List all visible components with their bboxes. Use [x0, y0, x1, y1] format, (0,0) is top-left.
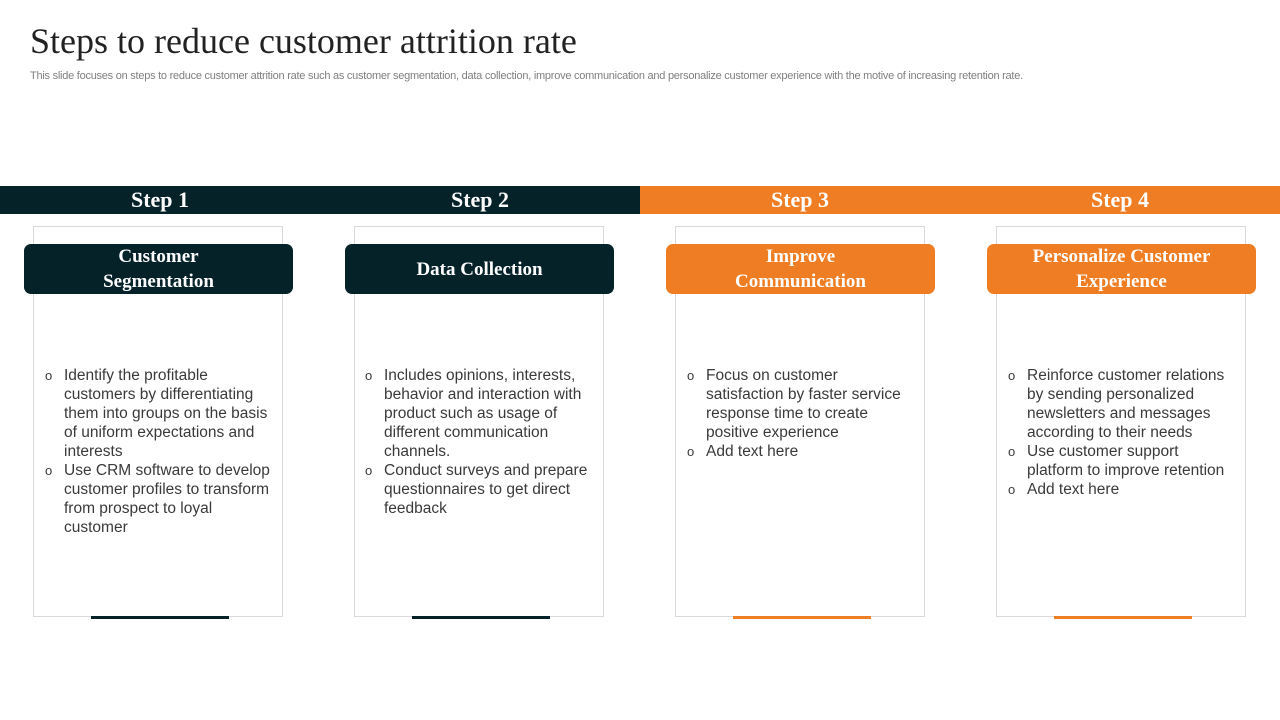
step-4-heading-box: Personalize Customer Experience: [987, 244, 1256, 294]
step-3-card-underline: [733, 616, 871, 619]
step-3-heading: Improve Communication: [735, 246, 866, 292]
step-1-heading-box: Customer Segmentation: [24, 244, 293, 294]
bullet-marker-icon: o: [365, 463, 373, 478]
bullet-marker-icon: o: [45, 463, 53, 478]
step-2-heading-box: Data Collection: [345, 244, 614, 294]
step-3-heading-box: Improve Communication: [666, 244, 935, 294]
bullet-marker-icon: o: [45, 368, 53, 383]
list-item: o Add text here: [1008, 481, 1120, 498]
step-2-label: Step 2: [450, 187, 510, 212]
bullet-marker-icon: o: [1008, 444, 1016, 459]
bullet-marker-icon: o: [687, 444, 695, 459]
list-item: o Use CRM software to develop customer pr…: [45, 462, 270, 536]
list-item: o Includes opinions, interests, behavior …: [365, 367, 582, 460]
step-2-bullet-list: o Includes opinions, interests, behavior …: [365, 366, 595, 518]
step-1-heading: Customer Segmentation: [103, 246, 214, 292]
page-title: Steps to reduce customer attrition rate: [30, 21, 577, 61]
step-1-card-underline: [91, 616, 229, 619]
step-1-bullet-list: o Identify the profitable customers by di…: [45, 366, 275, 537]
step-2-heading: Data Collection: [416, 258, 543, 280]
step-4-bullet-list: o Reinforce customer relations by sending…: [1008, 366, 1238, 499]
list-item: o Add text here: [687, 443, 799, 460]
step-3-label: Step 3: [770, 187, 830, 212]
step-4-label: Step 4: [1090, 187, 1150, 212]
list-item: o Identify the profitable customers by di…: [45, 367, 268, 460]
step-4-card-underline: [1054, 616, 1192, 619]
bullet-marker-icon: o: [687, 368, 695, 383]
step-1-label: Step 1: [130, 187, 190, 212]
step-band-dark: [0, 186, 640, 214]
step-3-bullet-list: o Focus on customer satisfaction by faste…: [687, 366, 917, 461]
list-item: o Focus on customer satisfaction by faste…: [687, 367, 901, 441]
bullet-marker-icon: o: [1008, 482, 1016, 497]
list-item: o Use customer support platform to improv…: [1008, 443, 1225, 479]
bullet-marker-icon: o: [1008, 368, 1016, 383]
step-band-orange: [640, 186, 1280, 214]
step-4-heading: Personalize Customer Experience: [1032, 246, 1211, 292]
list-item: o Reinforce customer relations by sending…: [1008, 367, 1225, 441]
list-item: o Conduct surveys and prepare questionnai…: [365, 462, 588, 517]
step-2-card-underline: [412, 616, 550, 619]
page-subtitle: This slide focuses on steps to reduce cu…: [30, 70, 1023, 82]
bullet-marker-icon: o: [365, 368, 373, 383]
